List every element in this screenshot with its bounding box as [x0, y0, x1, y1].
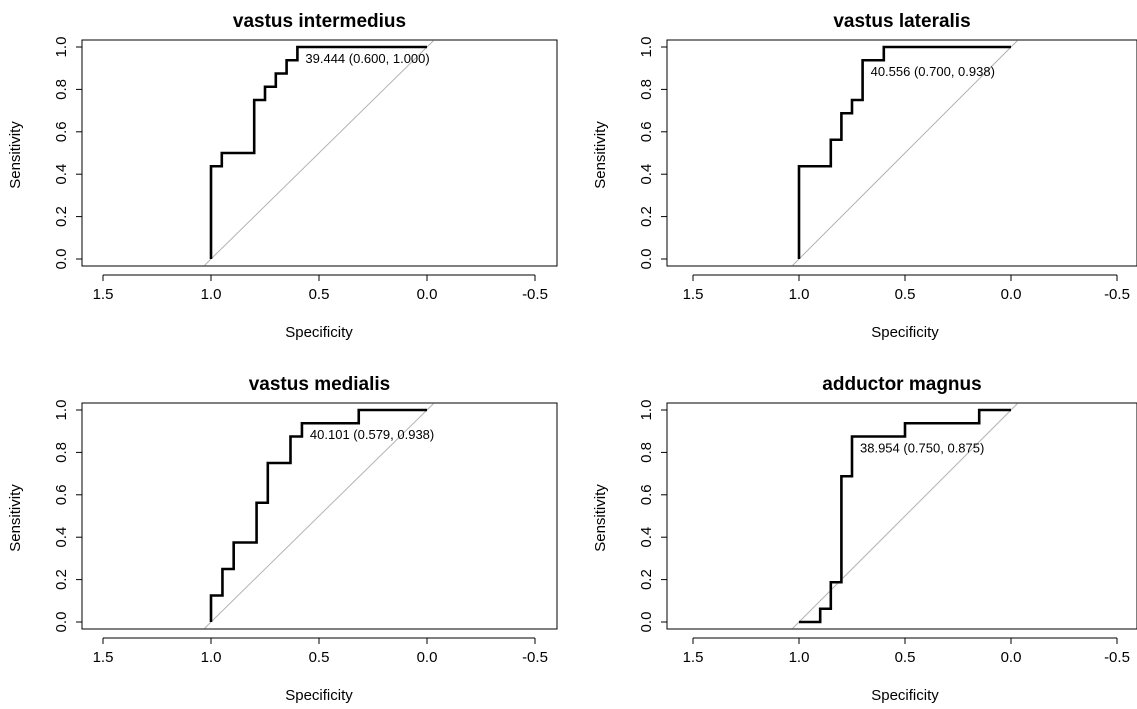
chart-title: adductor magnus: [822, 374, 981, 395]
plot-frame: [81, 39, 558, 267]
x-tick-label: 0.0: [417, 286, 438, 303]
y-tick-label: 0.8: [638, 79, 655, 100]
x-axis-label: Specificity: [285, 324, 353, 341]
reference-diagonal: [204, 403, 434, 629]
y-tick-label: 0.6: [638, 484, 655, 505]
x-axis-label: Specificity: [871, 687, 939, 704]
roc-panel: vastus intermedius 1.5 1.0 0.5 0.0 -0.5 0.0 0.2…: [7, 11, 558, 341]
y-tick-label: 0.2: [638, 206, 655, 227]
x-tick-label: -0.5: [1104, 286, 1130, 303]
threshold-annotation: 39.444 (0.600, 1.000): [305, 51, 429, 66]
y-tick-label: 0.0: [638, 612, 655, 633]
y-tick-label: 0.2: [53, 569, 70, 590]
y-tick-label: 0.4: [53, 164, 70, 185]
x-tick-label: 0.5: [309, 649, 330, 666]
x-tick-label: -0.5: [1104, 649, 1130, 666]
y-tick-label: 0.2: [638, 569, 655, 590]
reference-diagonal: [792, 40, 1018, 266]
y-tick-label: 0.4: [638, 164, 655, 185]
roc-curve: [797, 45, 1011, 259]
y-tick-label: 0.8: [53, 79, 70, 100]
y-tick-label: 0.0: [638, 249, 655, 270]
x-tick-label: 0.5: [895, 649, 916, 666]
x-axis-label: Specificity: [871, 324, 939, 341]
y-tick-label: 0.6: [53, 121, 70, 142]
x-tick-label: 1.5: [683, 286, 704, 303]
roc-curve: [209, 45, 427, 259]
plot-frame: [666, 39, 1137, 267]
y-tick-label: 1.0: [638, 37, 655, 58]
y-tick-label: 0.8: [638, 442, 655, 463]
y-axis-label: Sensitivity: [592, 484, 609, 552]
y-tick-label: 0.4: [53, 527, 70, 548]
plot-frame: [81, 402, 558, 630]
x-tick-label: 0.0: [1001, 286, 1022, 303]
threshold-annotation: 38.954 (0.750, 0.875): [860, 441, 984, 456]
roc-panel: vastus medialis 1.5 1.0 0.5 0.0 -0.5 0.0 0.2 0.4…: [7, 374, 558, 704]
roc-panel: vastus lateralis 1.5 1.0 0.5 0.0 -0.5 0.0 0.2 0.…: [592, 11, 1137, 341]
x-tick-label: 1.0: [789, 649, 810, 666]
chart-title: vastus medialis: [249, 374, 391, 395]
plot-frame: [666, 402, 1137, 630]
x-tick-label: 1.5: [93, 286, 114, 303]
x-axis-label: Specificity: [285, 687, 353, 704]
x-tick-label: 1.5: [93, 649, 114, 666]
y-tick-label: 0.2: [53, 206, 70, 227]
y-tick-label: 0.0: [53, 612, 70, 633]
x-tick-label: 0.5: [895, 286, 916, 303]
y-axis-label: Sensitivity: [7, 484, 24, 552]
y-tick-label: 0.0: [53, 249, 70, 270]
y-axis-label: Sensitivity: [7, 121, 24, 189]
y-tick-label: 0.6: [53, 484, 70, 505]
x-tick-label: 1.5: [683, 649, 704, 666]
x-tick-label: 0.5: [309, 286, 330, 303]
x-tick-label: 1.0: [201, 649, 222, 666]
x-tick-label: -0.5: [522, 649, 548, 666]
y-tick-label: 1.0: [53, 400, 70, 421]
y-tick-label: 1.0: [638, 400, 655, 421]
y-tick-label: 0.4: [638, 527, 655, 548]
roc-curve: [209, 408, 427, 622]
x-tick-label: 0.0: [1001, 649, 1022, 666]
x-tick-label: 1.0: [789, 286, 810, 303]
roc-curve: [799, 408, 1011, 624]
y-tick-label: 1.0: [53, 37, 70, 58]
x-tick-label: -0.5: [522, 286, 548, 303]
x-tick-label: 1.0: [201, 286, 222, 303]
x-tick-label: 0.0: [417, 649, 438, 666]
chart-title: vastus intermedius: [233, 11, 406, 32]
threshold-annotation: 40.556 (0.700, 0.938): [871, 64, 995, 79]
y-tick-label: 0.8: [53, 442, 70, 463]
roc-panel: adductor magnus 1.5 1.0 0.5 0.0 -0.5 0.0 0.2 0.4…: [592, 374, 1137, 704]
threshold-annotation: 40.101 (0.579, 0.938): [310, 427, 434, 442]
chart-title: vastus lateralis: [833, 11, 970, 32]
reference-diagonal: [204, 40, 434, 266]
y-tick-label: 0.6: [638, 121, 655, 142]
y-axis-label: Sensitivity: [592, 121, 609, 189]
